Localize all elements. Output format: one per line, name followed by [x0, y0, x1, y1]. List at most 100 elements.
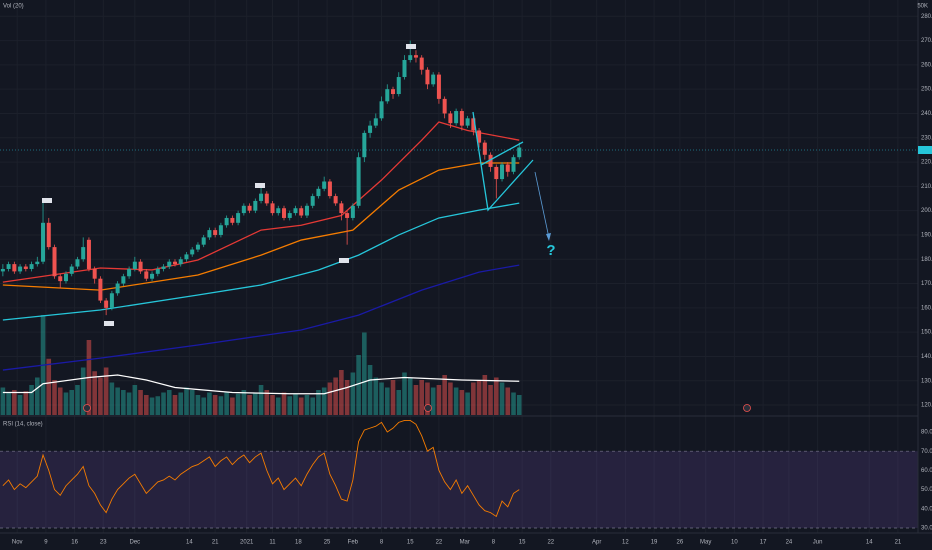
candle-body — [425, 69, 430, 85]
volume-bar — [57, 387, 63, 415]
x-tick-label: 2021 — [240, 540, 254, 546]
volume-bar — [459, 390, 465, 415]
y-tick-label: 280.0 — [921, 14, 932, 20]
candle-body — [448, 113, 453, 124]
volume-bar — [195, 395, 201, 415]
candle-body — [115, 283, 120, 294]
trend-line — [480, 141, 524, 166]
rsi-tick-label: 80.00 — [921, 430, 932, 436]
candle-body — [190, 249, 195, 255]
x-tick-label: 25 — [324, 540, 331, 546]
candle-body — [0, 268, 5, 272]
volume-bar — [321, 387, 327, 415]
event-icon — [83, 404, 91, 412]
candle-body — [454, 111, 459, 124]
volume-bar — [0, 387, 6, 415]
x-tick-label: 21 — [212, 540, 219, 546]
volume-bar — [516, 395, 522, 415]
volume-bar — [436, 385, 442, 415]
y-tick-label: 250.0 — [921, 87, 932, 93]
candle-body — [69, 266, 74, 274]
volume-bar — [373, 377, 379, 415]
volume-bar — [333, 377, 338, 415]
x-tick-label: 22 — [436, 540, 443, 546]
candle-body — [230, 217, 235, 223]
candle-body — [29, 264, 34, 269]
candle-body — [345, 213, 350, 218]
x-tick-label: Apr — [592, 540, 601, 546]
x-tick-label: Mar — [460, 540, 470, 546]
volume-bar — [310, 397, 315, 415]
x-tick-label: 14 — [186, 540, 193, 546]
volume-bar — [172, 395, 178, 415]
volume-bar — [235, 393, 241, 415]
high-label — [406, 44, 416, 49]
volume-bar — [253, 392, 258, 415]
candle-body — [12, 264, 17, 272]
candle-body — [488, 154, 493, 167]
candle-body — [178, 259, 183, 265]
volume-bar — [98, 377, 103, 415]
candle-body — [373, 118, 378, 126]
candle-body — [350, 205, 355, 218]
volume-bar — [241, 390, 247, 415]
price-labels — [42, 44, 416, 326]
volume-bar — [482, 375, 488, 415]
candle-body — [505, 164, 510, 172]
x-tick-label: 23 — [100, 540, 107, 546]
y-tick-label: 210.0 — [921, 184, 932, 190]
volume-bar — [34, 377, 40, 415]
y-tick-label: 130.0 — [921, 378, 932, 384]
candle-body — [310, 196, 315, 206]
marks — [0, 40, 522, 518]
volume-bar — [149, 397, 155, 415]
candle-body — [304, 205, 309, 216]
candle-body — [138, 261, 143, 272]
volume-bar — [505, 387, 511, 415]
volume-bar — [493, 377, 499, 415]
volume-bar — [121, 390, 126, 415]
candle-body — [207, 230, 212, 238]
rsi-line — [2, 420, 520, 518]
x-tick-label: 10 — [731, 540, 738, 546]
candle-body — [396, 77, 401, 95]
y-tick-label: 200.0 — [921, 208, 932, 214]
volume-bar — [511, 392, 516, 415]
moving-average — [2, 264, 520, 371]
candle-body — [459, 111, 464, 126]
volume-bar — [224, 392, 229, 415]
rsi-tick-label: 60.00 — [921, 468, 932, 474]
volume-bar — [207, 392, 212, 415]
candle-body — [184, 254, 189, 260]
candle-body — [471, 118, 476, 131]
rsi-tick-label: 40.00 — [921, 506, 932, 512]
x-tick-label: 15 — [407, 540, 414, 546]
x-tick-label: 11 — [269, 540, 276, 546]
volume-bar — [126, 392, 132, 415]
x-tick-label: 9 — [44, 540, 48, 546]
candle-body — [201, 237, 206, 245]
volume-bar — [17, 395, 23, 415]
y-tick-label: 240.0 — [921, 111, 932, 117]
volume-bar — [367, 365, 373, 415]
moving-average — [2, 121, 520, 283]
candle-body — [465, 118, 470, 126]
annotation: ? — [546, 242, 555, 259]
volume-bar — [80, 367, 86, 415]
y-tick-label: 190.0 — [921, 233, 932, 239]
high-label — [42, 198, 52, 203]
volume-bar — [316, 390, 321, 415]
volume-bar — [453, 387, 459, 415]
volume-bar — [46, 358, 52, 415]
y-tick-label: 170.0 — [921, 281, 932, 287]
candle-body — [436, 74, 441, 99]
candle-body — [264, 193, 269, 204]
candle-body — [379, 101, 384, 119]
volume-bar — [298, 397, 304, 415]
volume-bar — [264, 390, 270, 415]
volume-bar — [52, 380, 57, 415]
candle-body — [339, 203, 344, 214]
volume-bar — [92, 371, 97, 415]
